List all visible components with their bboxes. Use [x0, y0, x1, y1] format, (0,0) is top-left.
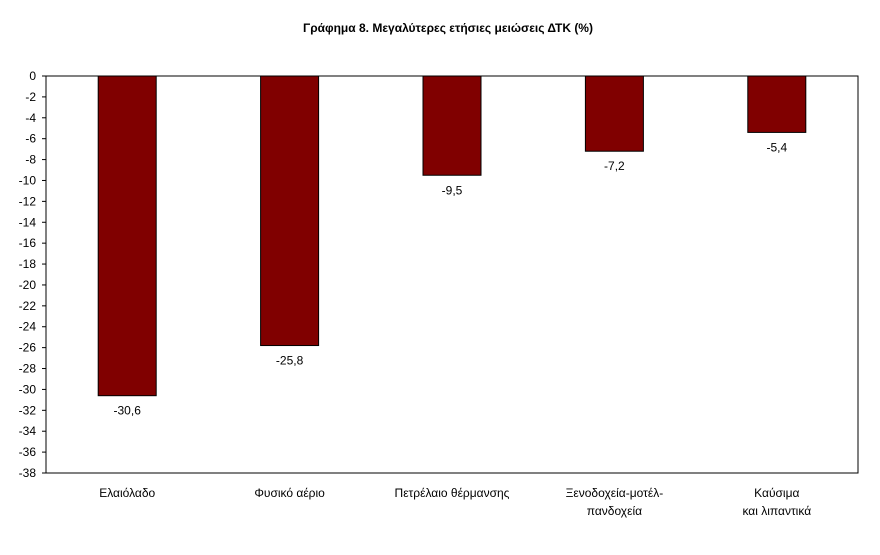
category-label: Ελαιόλαδο — [99, 486, 155, 500]
chart-title: Γράφημα 8. Μεγαλύτερες ετήσιες μειώσεις … — [303, 21, 593, 35]
data-label: -9,5 — [442, 183, 463, 197]
bar — [747, 75, 807, 133]
y-tick-label: -2 — [25, 90, 36, 104]
category-label: Ξενοδοχεία-μοτέλ- — [566, 486, 664, 500]
y-tick-label: -4 — [25, 111, 36, 125]
category-label: πανδοχεία — [587, 504, 642, 518]
y-tick-label: -26 — [19, 341, 37, 355]
category-label: Καύσιμα — [754, 486, 799, 500]
y-tick-label: -38 — [19, 466, 37, 480]
category-label: και λιπαντικά — [742, 504, 811, 518]
data-label: -5,4 — [766, 140, 787, 154]
y-tick-label: -30 — [19, 382, 37, 396]
y-tick-label: -12 — [19, 194, 37, 208]
bar — [260, 75, 320, 347]
y-axis: 0 -2 -4 -6 -8 -10 -12 -14 -16 -18 -20 -22 -24 -26 -28 -… — [19, 69, 46, 480]
y-tick-label: -8 — [25, 153, 36, 167]
data-label: -25,8 — [276, 354, 304, 368]
y-tick-label: -18 — [19, 257, 37, 271]
category-label: Φυσικό αέριο — [254, 486, 325, 500]
y-tick-label: -10 — [19, 173, 37, 187]
y-tick-label: -14 — [19, 215, 37, 229]
y-tick-label: 0 — [29, 69, 36, 83]
y-tick-label: -6 — [25, 132, 36, 146]
data-label: -7,2 — [604, 159, 625, 173]
y-tick-label: -22 — [19, 299, 37, 313]
plot-area — [45, 75, 859, 474]
bar — [584, 75, 644, 152]
data-label: -30,6 — [114, 404, 142, 418]
y-tick-label: -16 — [19, 236, 37, 250]
y-tick-label: -20 — [19, 278, 37, 292]
y-tick-label: -34 — [19, 424, 37, 438]
category-label: Πετρέλαιο θέρμανσης — [395, 486, 510, 500]
y-tick-label: -28 — [19, 362, 37, 376]
bar — [422, 75, 482, 176]
bar — [97, 75, 157, 397]
y-tick-label: -36 — [19, 445, 37, 459]
y-tick-label: -24 — [19, 320, 37, 334]
x-axis: Ελαιόλαδο Φυσικό αέριο Πετρέλαιο θέρμανσης… — [99, 486, 811, 518]
y-tick-label: -32 — [19, 403, 37, 417]
bars-group: -30,6 -25,8 -9,5 -7,2 -5,4 — [97, 75, 807, 418]
